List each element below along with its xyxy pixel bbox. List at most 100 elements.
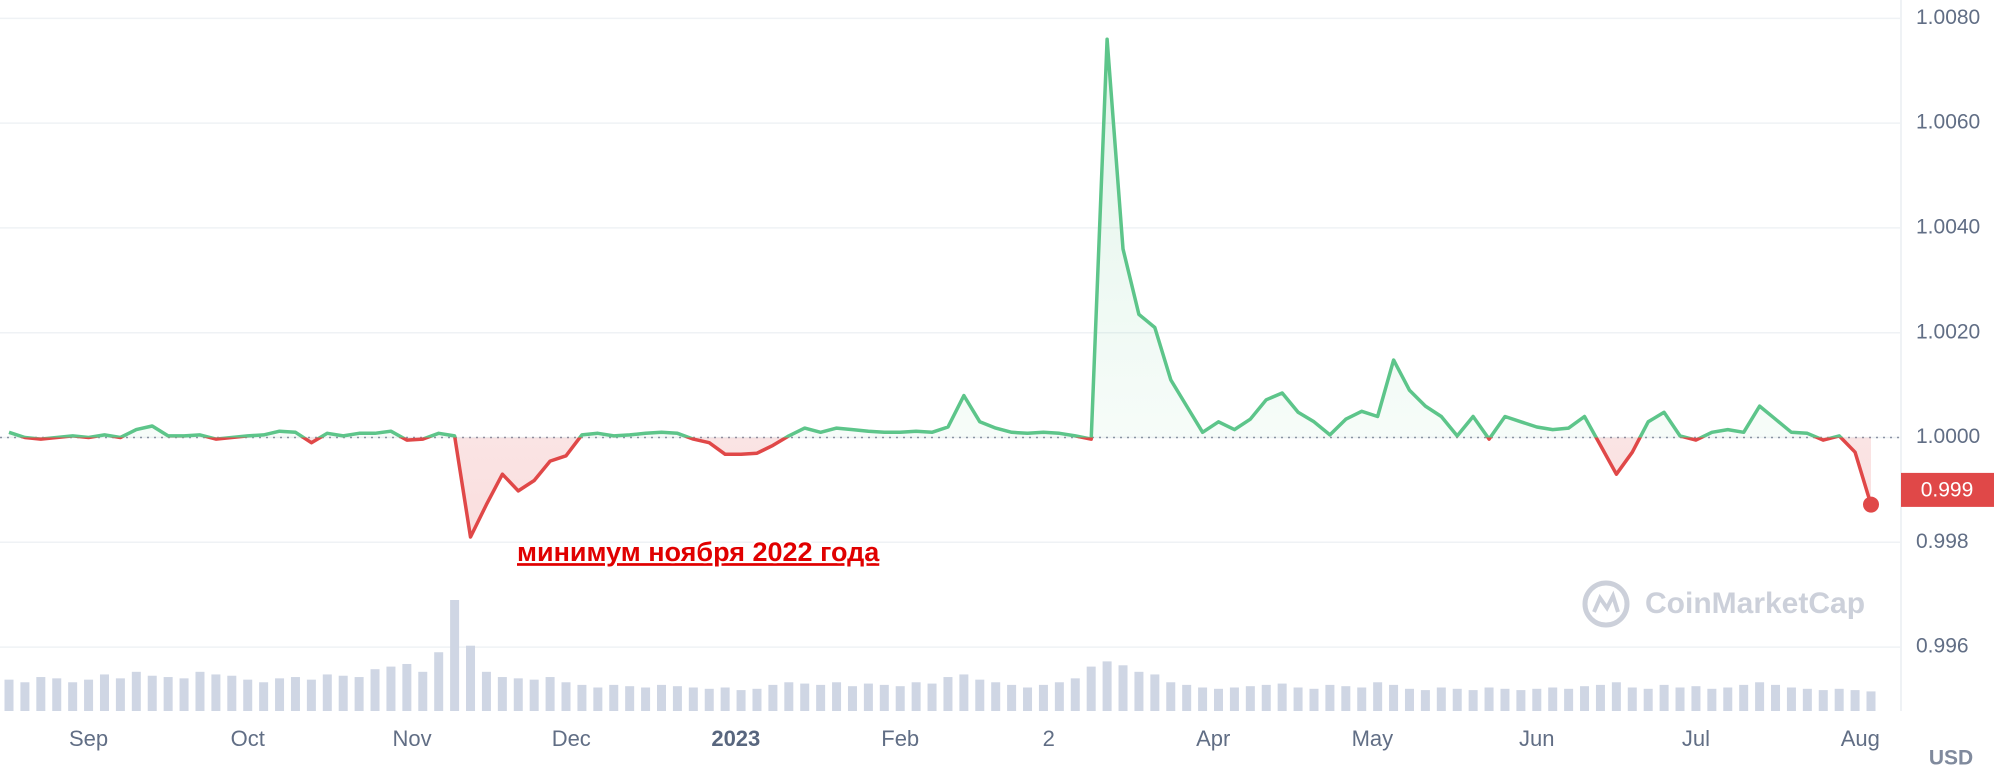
volume-bar — [4, 679, 14, 711]
volume-bar — [1739, 684, 1749, 711]
volume-bar — [1834, 688, 1844, 711]
volume-bar — [1023, 687, 1033, 711]
volume-bar — [704, 688, 714, 711]
watermark-logo — [1582, 580, 1630, 628]
volume-bar — [625, 686, 635, 711]
volume-bar — [115, 678, 125, 711]
volume-bar — [1198, 687, 1208, 711]
volume-bar — [1548, 687, 1558, 711]
volume-bar — [545, 677, 555, 711]
volume-bar — [179, 678, 189, 711]
volume-bar — [1452, 688, 1462, 711]
volume-bar — [768, 684, 778, 711]
volume-bar — [338, 675, 348, 711]
x-tick-label: 2 — [1043, 726, 1055, 751]
x-tick-label: Sep — [69, 726, 108, 751]
volume-bar — [1404, 688, 1414, 711]
x-tick-label: Dec — [552, 726, 591, 751]
volume-bar — [688, 687, 698, 711]
volume-bar — [832, 682, 842, 711]
volume-bar — [1468, 690, 1478, 711]
volume-bar — [1691, 686, 1701, 711]
volume-bar — [927, 683, 937, 711]
volume-bar — [1038, 684, 1048, 711]
volume-bar — [1755, 682, 1765, 711]
volume-bar — [1532, 688, 1542, 711]
volume-bar — [529, 679, 539, 711]
volume-bar — [672, 686, 682, 711]
volume-bar — [275, 678, 285, 711]
volume-bar — [211, 674, 221, 711]
volume-bar — [879, 684, 889, 711]
volume-bar — [1214, 688, 1224, 711]
grid — [0, 17, 1901, 648]
volume-bar — [386, 666, 396, 711]
volume-bar — [1102, 661, 1112, 711]
volume-bar — [1611, 682, 1621, 711]
volume-bar — [975, 679, 985, 711]
area-above — [9, 39, 1871, 438]
volume-bar — [434, 652, 444, 711]
y-tick-label: 1.0020 — [1916, 320, 1980, 343]
volume-bar — [1070, 678, 1080, 711]
volume-bar — [1420, 690, 1430, 711]
y-tick-label: 1.0000 — [1916, 425, 1980, 448]
x-tick-label: Oct — [231, 726, 265, 751]
volume-bar — [1325, 684, 1335, 711]
volume-bar — [1850, 690, 1860, 711]
price-line-above — [8, 37, 1844, 438]
volume-bar — [1580, 686, 1590, 711]
x-tick-label: May — [1352, 726, 1394, 751]
volume-bar — [259, 682, 269, 711]
volume-bar — [243, 679, 253, 711]
x-tick-label: Aug — [1841, 726, 1880, 751]
volume-bar — [450, 600, 460, 711]
volume-bar — [131, 671, 141, 711]
volume-bar — [1771, 684, 1781, 711]
volume-bar — [1341, 686, 1351, 711]
volume-bar — [36, 677, 46, 711]
x-tick-label: Feb — [881, 726, 919, 751]
volume-bar — [20, 682, 30, 711]
volume-bar — [147, 675, 157, 711]
volume-bar — [656, 684, 666, 711]
volume-bar — [720, 687, 730, 711]
volume-bar — [1786, 687, 1796, 711]
y-tick-label: 0.996 — [1916, 635, 1969, 658]
volume-bar — [418, 671, 428, 711]
volume-bar — [609, 684, 619, 711]
y-tick-label: 1.0040 — [1916, 215, 1980, 238]
volume-bar — [290, 677, 300, 711]
watermark-logo-mark — [1592, 590, 1620, 613]
volume-bar — [800, 683, 810, 711]
volume-bar — [816, 684, 826, 711]
x-tick-label: Jul — [1682, 726, 1710, 751]
volume-bar — [1707, 688, 1717, 711]
volume-bar — [306, 679, 316, 711]
watermark-group: CoinMarketCap — [1582, 580, 1865, 628]
volume-bar — [1086, 666, 1096, 711]
y-axis-label: USD — [1929, 747, 1973, 770]
volume-bar — [1866, 691, 1876, 711]
y-tick-label: 0.998 — [1916, 530, 1969, 553]
volume-bar — [163, 677, 173, 711]
volume-bar — [1723, 687, 1733, 711]
volume-bar — [1516, 690, 1526, 711]
volume-bar — [577, 684, 587, 711]
volume-bar — [1007, 684, 1017, 711]
volume-bar — [1675, 687, 1685, 711]
volume-bar — [1245, 686, 1255, 711]
volume-bar — [1643, 688, 1653, 711]
watermark: CoinMarketCap — [1645, 587, 1865, 620]
x-tick-label: Jun — [1519, 726, 1554, 751]
volume-bar — [1277, 683, 1287, 711]
plot: 0.999 — [0, 37, 1994, 539]
volume-bar — [1627, 687, 1637, 711]
volume-bar — [322, 674, 332, 711]
volume-bar — [1659, 684, 1669, 711]
volume-bar — [402, 663, 412, 711]
volume-bar — [1150, 674, 1160, 711]
volume-bar — [1802, 688, 1812, 711]
